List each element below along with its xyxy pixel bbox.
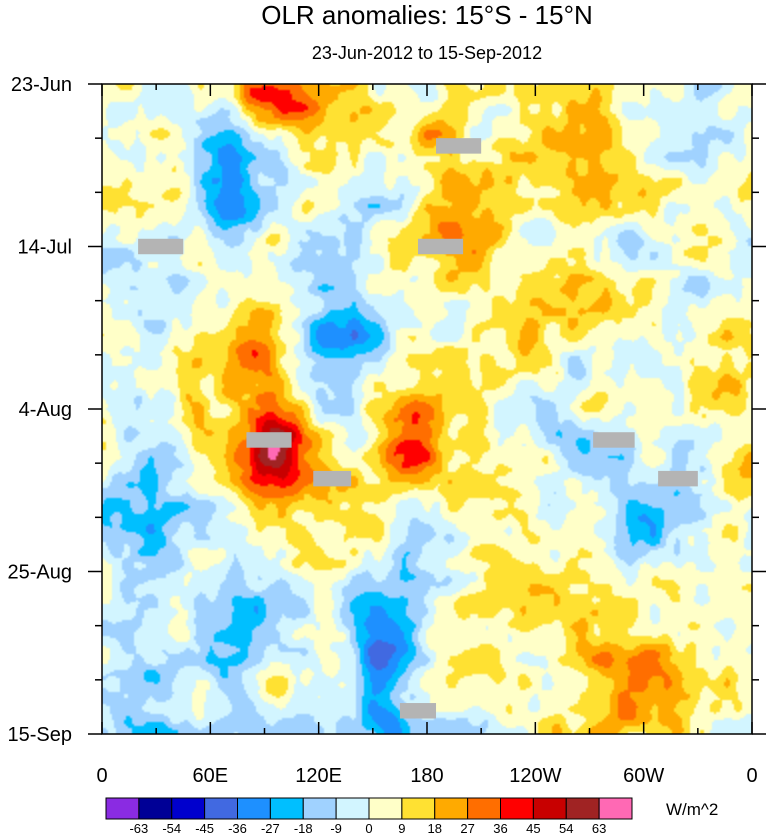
colorbar-swatch bbox=[171, 797, 206, 820]
colorbar-label: -18 bbox=[294, 821, 313, 834]
y-tick-label: 14-Jul bbox=[18, 237, 72, 259]
missing-data-block bbox=[246, 432, 292, 448]
olr-anomaly-field bbox=[102, 84, 752, 734]
y-tick-label: 25-Aug bbox=[8, 562, 73, 584]
colorbar-swatch bbox=[401, 797, 436, 820]
y-tick-label: 4-Aug bbox=[19, 399, 72, 421]
colorbar-label: -27 bbox=[261, 821, 280, 834]
colorbar-label: 63 bbox=[592, 821, 606, 834]
colorbar-label: 36 bbox=[493, 821, 507, 834]
colorbar-swatch bbox=[565, 797, 600, 820]
colorbar-label: 0 bbox=[365, 821, 372, 834]
colorbar-swatch bbox=[532, 797, 567, 820]
y-tick-label: 15-Sep bbox=[8, 724, 73, 746]
x-tick-label: 0 bbox=[746, 765, 757, 787]
colorbar-swatch bbox=[138, 797, 173, 820]
x-tick-label: 120E bbox=[295, 765, 342, 787]
missing-data-block bbox=[138, 238, 184, 255]
colorbar-swatch bbox=[302, 797, 337, 820]
missing-data-block bbox=[658, 470, 698, 487]
colorbar-swatch bbox=[237, 797, 271, 820]
colorbar-label: 45 bbox=[526, 821, 540, 834]
colorbar-swatch bbox=[269, 797, 304, 820]
y-axis: 23-Jun 14-Jul 4-Aug 25-Aug 15-Sep bbox=[8, 74, 766, 746]
missing-data-block bbox=[313, 470, 352, 487]
colorbar-swatch bbox=[105, 797, 140, 820]
colorbar-label: 9 bbox=[398, 821, 405, 834]
colorbar-swatch bbox=[368, 797, 403, 820]
x-tick-label: 180 bbox=[410, 765, 443, 787]
colorbar-swatch bbox=[598, 797, 633, 820]
colorbar-swatch bbox=[434, 797, 469, 820]
missing-data-block bbox=[593, 432, 635, 448]
colorbar-label: 27 bbox=[460, 821, 474, 834]
colorbar-units: W/m^2 bbox=[666, 800, 718, 819]
colorbar-label: 54 bbox=[559, 821, 573, 834]
missing-data-block bbox=[399, 703, 437, 719]
colorbar-swatch bbox=[335, 797, 370, 820]
x-tick-label: 60W bbox=[623, 765, 664, 787]
colorbar-swatch bbox=[204, 797, 238, 820]
chart-subtitle: 23-Jun-2012 to 15-Sep-2012 bbox=[312, 43, 542, 63]
x-tick-label: 0 bbox=[96, 765, 107, 787]
colorbar-swatch bbox=[467, 797, 501, 820]
y-tick-label: 23-Jun bbox=[11, 74, 72, 96]
missing-data-block bbox=[417, 238, 464, 255]
x-tick-label: 120W bbox=[509, 765, 561, 787]
colorbar-label: 18 bbox=[428, 821, 442, 834]
colorbar-swatch bbox=[500, 797, 534, 820]
missing-data-block bbox=[436, 138, 482, 154]
missing-data-layer bbox=[138, 138, 698, 719]
x-axis: 0 60E 120E 180 120W 60W 0 bbox=[96, 84, 758, 787]
colorbar-label: -36 bbox=[228, 821, 247, 834]
chart-title: OLR anomalies: 15°S - 15°N bbox=[261, 0, 593, 30]
colorbar-label: -63 bbox=[129, 821, 148, 834]
colorbar: -63 -54 -45 -36 -27 -18 -9 0 9 18 27 36 45 54 63 bbox=[105, 797, 633, 834]
x-tick-label: 60E bbox=[193, 765, 229, 787]
colorbar-label: -9 bbox=[330, 821, 342, 834]
colorbar-label: -45 bbox=[195, 821, 214, 834]
colorbar-label: -54 bbox=[162, 821, 181, 834]
